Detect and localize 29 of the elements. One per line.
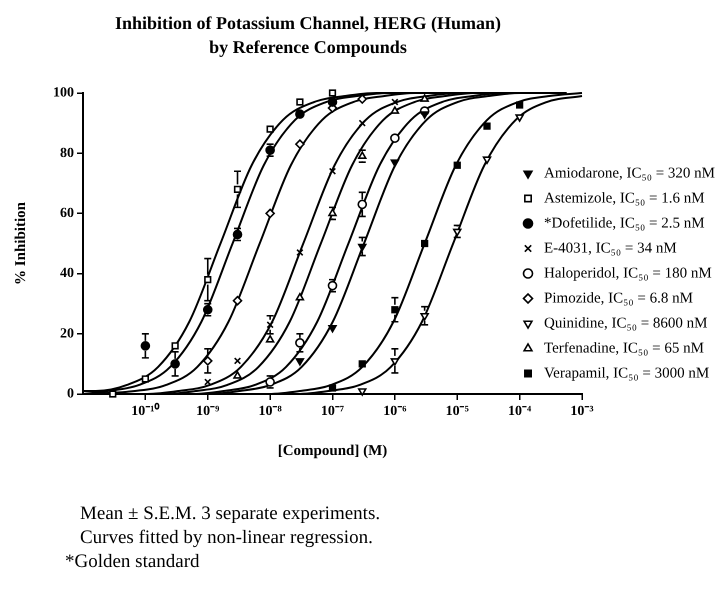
legend-label: E-4031, IC₅₀ = 34 nM — [544, 240, 677, 256]
y-axis-title: % Inhibition — [12, 201, 29, 285]
y-tick-label: 100 — [53, 86, 74, 101]
y-tick-label: 40 — [60, 266, 74, 282]
legend-label: Astemizole, IC₅₀ = 1.6 nM — [544, 190, 705, 206]
chart-title: Inhibition of Potassium Channel, HERG (Human) by Reference Compounds — [114, 12, 502, 59]
text: Curves fitted by non-linear regression. — [79, 526, 374, 550]
y-tick-label: 60 — [60, 206, 74, 222]
y-tick-label: 80 — [60, 146, 74, 161]
x-tick-label: 10⁻⁴ — [508, 404, 532, 420]
legend-label: *Dofetilide, IC₅₀ = 2.5 nM — [544, 215, 705, 232]
legend-label: Verapamil, IC₅₀ = 3000 nM — [544, 365, 710, 382]
x-tick-label: 10⁻³ — [570, 404, 594, 420]
text: Mean ± S.E.M. 3 separate experiments. — [79, 502, 382, 526]
x-tick-label: 10⁻⁸ — [258, 404, 282, 420]
y-tick-label: 0 — [67, 386, 74, 402]
y-tick-label: 20 — [60, 326, 74, 342]
legend-label: Amiodarone, IC₅₀ = 320 nM — [544, 165, 715, 182]
x-tick-label: 10⁻⁶ — [383, 404, 406, 420]
legend-label: Pimozide, IC₅₀ = 6.8 nM — [544, 290, 693, 306]
x-tick-label: 10⁻⁷ — [320, 404, 344, 420]
x-tick-label: 10⁻¹⁰ — [131, 402, 160, 420]
x-axis-title: [Compound] (M) — [278, 442, 388, 459]
text: *Golden standard — [64, 550, 201, 574]
legend-label: Haloperidol, IC₅₀ = 180 nM — [544, 265, 712, 282]
legend-label: Quinidine, IC₅₀ = 8600 nM — [544, 315, 708, 332]
x-tick-label: 10⁻⁹ — [196, 404, 220, 420]
x-tick-label: 10⁻⁵ — [446, 404, 469, 420]
legend-label: Terfenadine, IC₅₀ = 65 nM — [544, 340, 704, 356]
